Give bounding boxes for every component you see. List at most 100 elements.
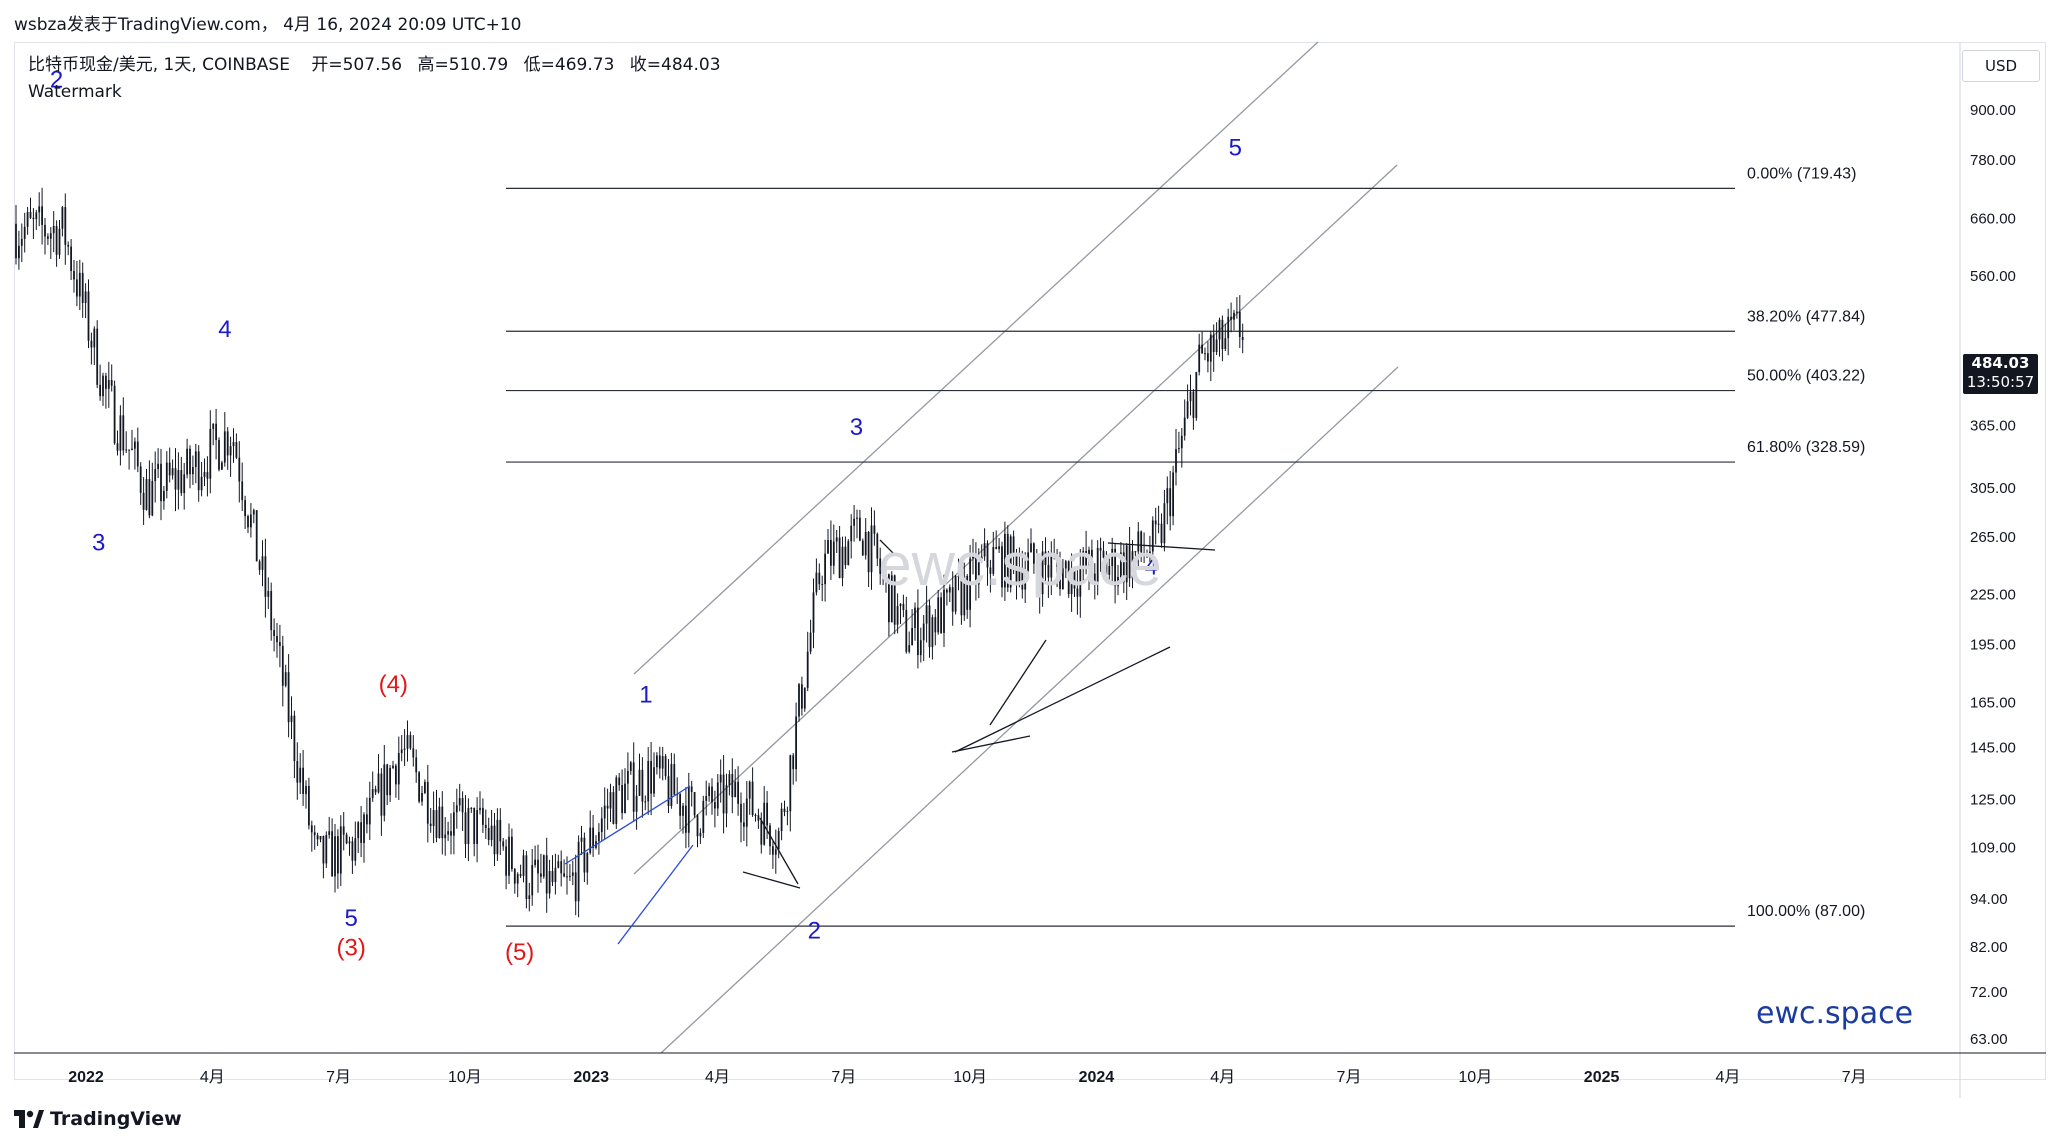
candle-body [1035,563,1038,574]
candle-body [574,872,577,902]
candle-body [383,764,386,816]
candle-body [716,782,719,809]
candle-body [441,806,444,839]
y-tick-label: 305.00 [1970,480,2016,497]
candle-body [937,597,940,633]
candle-body [258,561,261,570]
candle-body [337,836,339,874]
candle-body [540,873,542,877]
candle-body [885,574,887,576]
x-tick-label: 10月 [448,1069,482,1086]
candle-body [296,760,299,783]
candle-body [432,810,435,827]
candle-body [542,855,545,877]
footer: TradingView [14,1108,182,1130]
footer-logo-text[interactable]: TradingView [50,1108,182,1130]
candle-body [835,537,838,542]
candle-body [354,838,357,861]
candle-body [293,715,296,761]
candle-body [305,785,307,794]
candle-body [241,481,244,501]
candle-body [250,514,252,528]
candle-body [244,500,246,517]
candle-body [789,755,792,812]
symbol-label[interactable]: 比特币现金/美元, 1天, COINBASE [28,55,290,75]
candle-body [609,792,612,809]
candle-body [1154,520,1157,525]
wave-label: (3) [337,934,366,961]
candle-body [84,291,87,303]
candle-body [61,207,64,229]
candle-body [653,767,655,794]
indicator-label[interactable]: Watermark [28,82,122,102]
candle-body [1143,552,1145,554]
candle-body [505,846,507,876]
candle-body [1212,334,1215,353]
candle-body [882,573,884,575]
candle-body [406,735,409,749]
candle-body [1149,551,1151,556]
candle-body [279,642,281,646]
candle-body [412,748,415,758]
candle-body [264,556,267,597]
candle-body [252,510,255,515]
candle-body [557,861,560,868]
candle-body [1076,588,1079,597]
candle-body [731,774,734,798]
candle-body [641,769,644,802]
candle-body [830,540,832,566]
candle-body [760,820,763,845]
candle-body [247,516,249,528]
candle-body [679,794,681,816]
candle-body [134,441,136,449]
candle-body [203,472,206,477]
candle-body [917,607,919,656]
candle-body [1157,523,1160,525]
currency-button[interactable]: USD [1962,50,2040,82]
candle-body [1053,556,1056,558]
candle-body [702,800,705,833]
candle-body [1236,311,1238,313]
pattern-line [759,817,799,885]
candle-body [911,627,913,646]
x-tick-label: 2023 [573,1069,609,1086]
candle-body [487,828,490,841]
candle-body [589,827,592,853]
candle-body [482,807,484,825]
candle-body [52,226,55,234]
pattern-line [951,735,1031,753]
candle-body [331,831,333,877]
candle-body [943,589,945,633]
candle-body [1137,531,1140,552]
candle-body [1178,448,1180,450]
candle-body [1218,319,1221,340]
candle-body [400,749,403,754]
candle-body [339,826,342,874]
candle-body [200,476,203,491]
candle-body [325,834,328,864]
candle-body [261,556,264,570]
candle-body [1134,551,1137,553]
candle-body [351,841,354,861]
candle-body [801,684,803,709]
y-tick-label: 82.00 [1970,939,2008,956]
candle-body [853,518,855,526]
candle-body [493,825,496,855]
candle-body [879,558,882,574]
candle-body [670,764,673,806]
candle-body [821,584,824,586]
candle-body [696,815,699,837]
candle-body [803,687,806,709]
candle-body [511,836,513,870]
candle-body [366,814,368,825]
candle-body [528,895,531,900]
candle-body [389,767,391,796]
candle-body [58,228,61,255]
candle-body [566,876,568,878]
candle-body [989,567,992,574]
candle-body [627,770,629,784]
candle-body [171,468,174,476]
candle-body [1227,316,1230,339]
candle-body [560,861,563,874]
